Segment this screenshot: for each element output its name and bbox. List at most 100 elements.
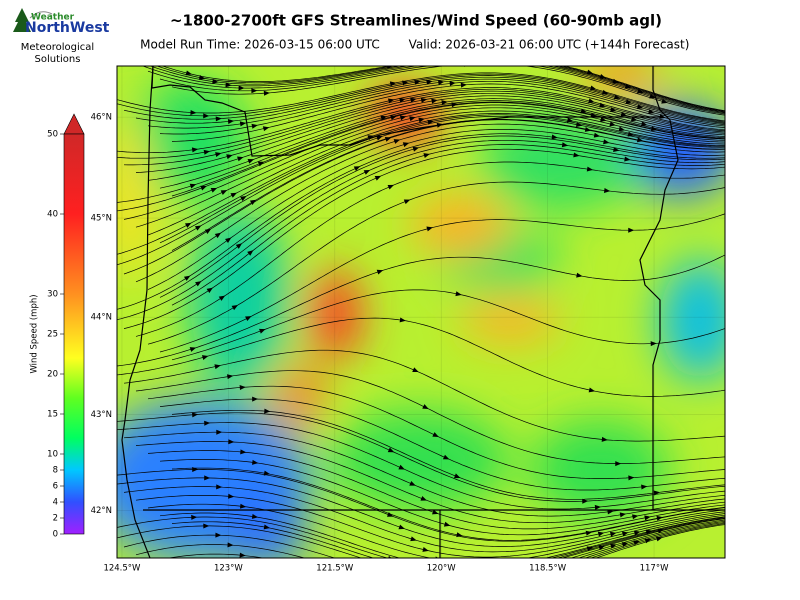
logo-line2: NorthWest [25,20,110,36]
arrowhead [580,108,588,114]
arrowhead [594,504,601,510]
arrowhead [582,498,589,504]
arrowhead [425,583,431,588]
arrowhead [204,228,212,235]
arrowhead [183,275,191,281]
arrowhead [206,287,214,294]
streamline [135,161,725,337]
arrowhead [426,226,433,232]
colorbar-tick-label: 30 [47,290,58,300]
arrowhead [259,328,266,334]
logo-line1: Weather [31,13,75,23]
arrowhead [185,222,192,228]
streamline [147,450,725,530]
colorbar-tick-label: 20 [47,370,58,380]
streamline [117,516,725,558]
streamline [117,88,725,159]
arrowhead [230,192,237,198]
streamline [117,254,725,367]
streamline [147,385,725,479]
arrowhead [251,123,258,129]
arrowhead [410,536,417,542]
arrowhead [438,589,444,594]
streamline [147,129,725,290]
arrowhead [451,594,457,599]
arrowhead [399,115,407,121]
arrowhead [620,111,628,117]
arrowhead [409,116,416,122]
arrowhead [228,439,235,445]
arrowhead [585,530,593,536]
title: ~1800-2700ft GFS Streamlines/Wind Speed … [170,12,662,30]
arrowhead [387,447,395,453]
arrowhead [247,250,254,256]
arrowhead [200,185,207,191]
y-tick-label: 45°N [91,214,112,224]
arrowhead [648,109,655,114]
arrowhead [225,82,232,88]
arrowhead [393,139,401,144]
arrowhead [203,523,210,529]
streamline [135,370,725,464]
arrowhead [576,272,583,278]
arrowhead [599,102,606,108]
arrowhead [644,515,651,521]
streamline [117,73,725,122]
arrowhead [403,199,411,205]
arrowhead [659,114,666,119]
arrowhead [194,225,202,231]
arrowhead [264,574,270,579]
arrowhead [409,480,416,486]
arrowhead [628,475,635,481]
arrowhead [203,113,210,119]
streamline [123,519,725,558]
streamline [123,148,725,329]
arrowhead [641,484,648,490]
arrowhead [398,464,405,470]
streamline [135,107,725,228]
arrowhead [439,61,445,66]
arrowhead [593,132,601,138]
y-tick-label: 42°N [91,506,112,516]
arrowhead [227,542,234,548]
arrowhead [426,61,432,66]
streamline [123,104,725,220]
arrowhead [376,135,383,141]
arrowhead [263,90,270,96]
arrowhead [431,98,438,104]
arrowhead [453,473,461,479]
arrowhead [597,531,605,537]
colorbar-label: Wind Speed (mph) [30,294,40,373]
arrowhead [227,118,235,124]
arrowhead [226,154,233,160]
arrowhead [455,291,462,297]
arrowhead [618,126,625,132]
arrowhead [220,190,228,195]
streamline [117,72,725,122]
arrowhead [263,524,271,530]
arrowhead [551,134,558,140]
streamline [123,486,725,553]
arrowhead [240,449,247,455]
arrowhead [438,80,445,86]
x-tick-label: 120°W [427,564,456,574]
arrowhead [387,184,395,190]
arrowhead [252,459,259,465]
arrowhead [636,104,644,110]
arrowhead [590,112,597,118]
arrowhead [432,509,439,515]
x-tick-label: 118.5°W [529,564,567,574]
arrowhead [609,121,616,127]
arrowhead [632,514,639,520]
streamline [147,95,725,181]
arrowhead [191,514,198,520]
streamline [135,441,725,524]
arrowhead [191,147,199,153]
arrowhead [610,107,617,112]
streamline [123,431,725,517]
streamline [117,133,725,310]
arrowhead [225,237,232,244]
arrowhead [204,420,211,426]
arrowhead [195,281,202,287]
arrowhead [412,367,419,373]
